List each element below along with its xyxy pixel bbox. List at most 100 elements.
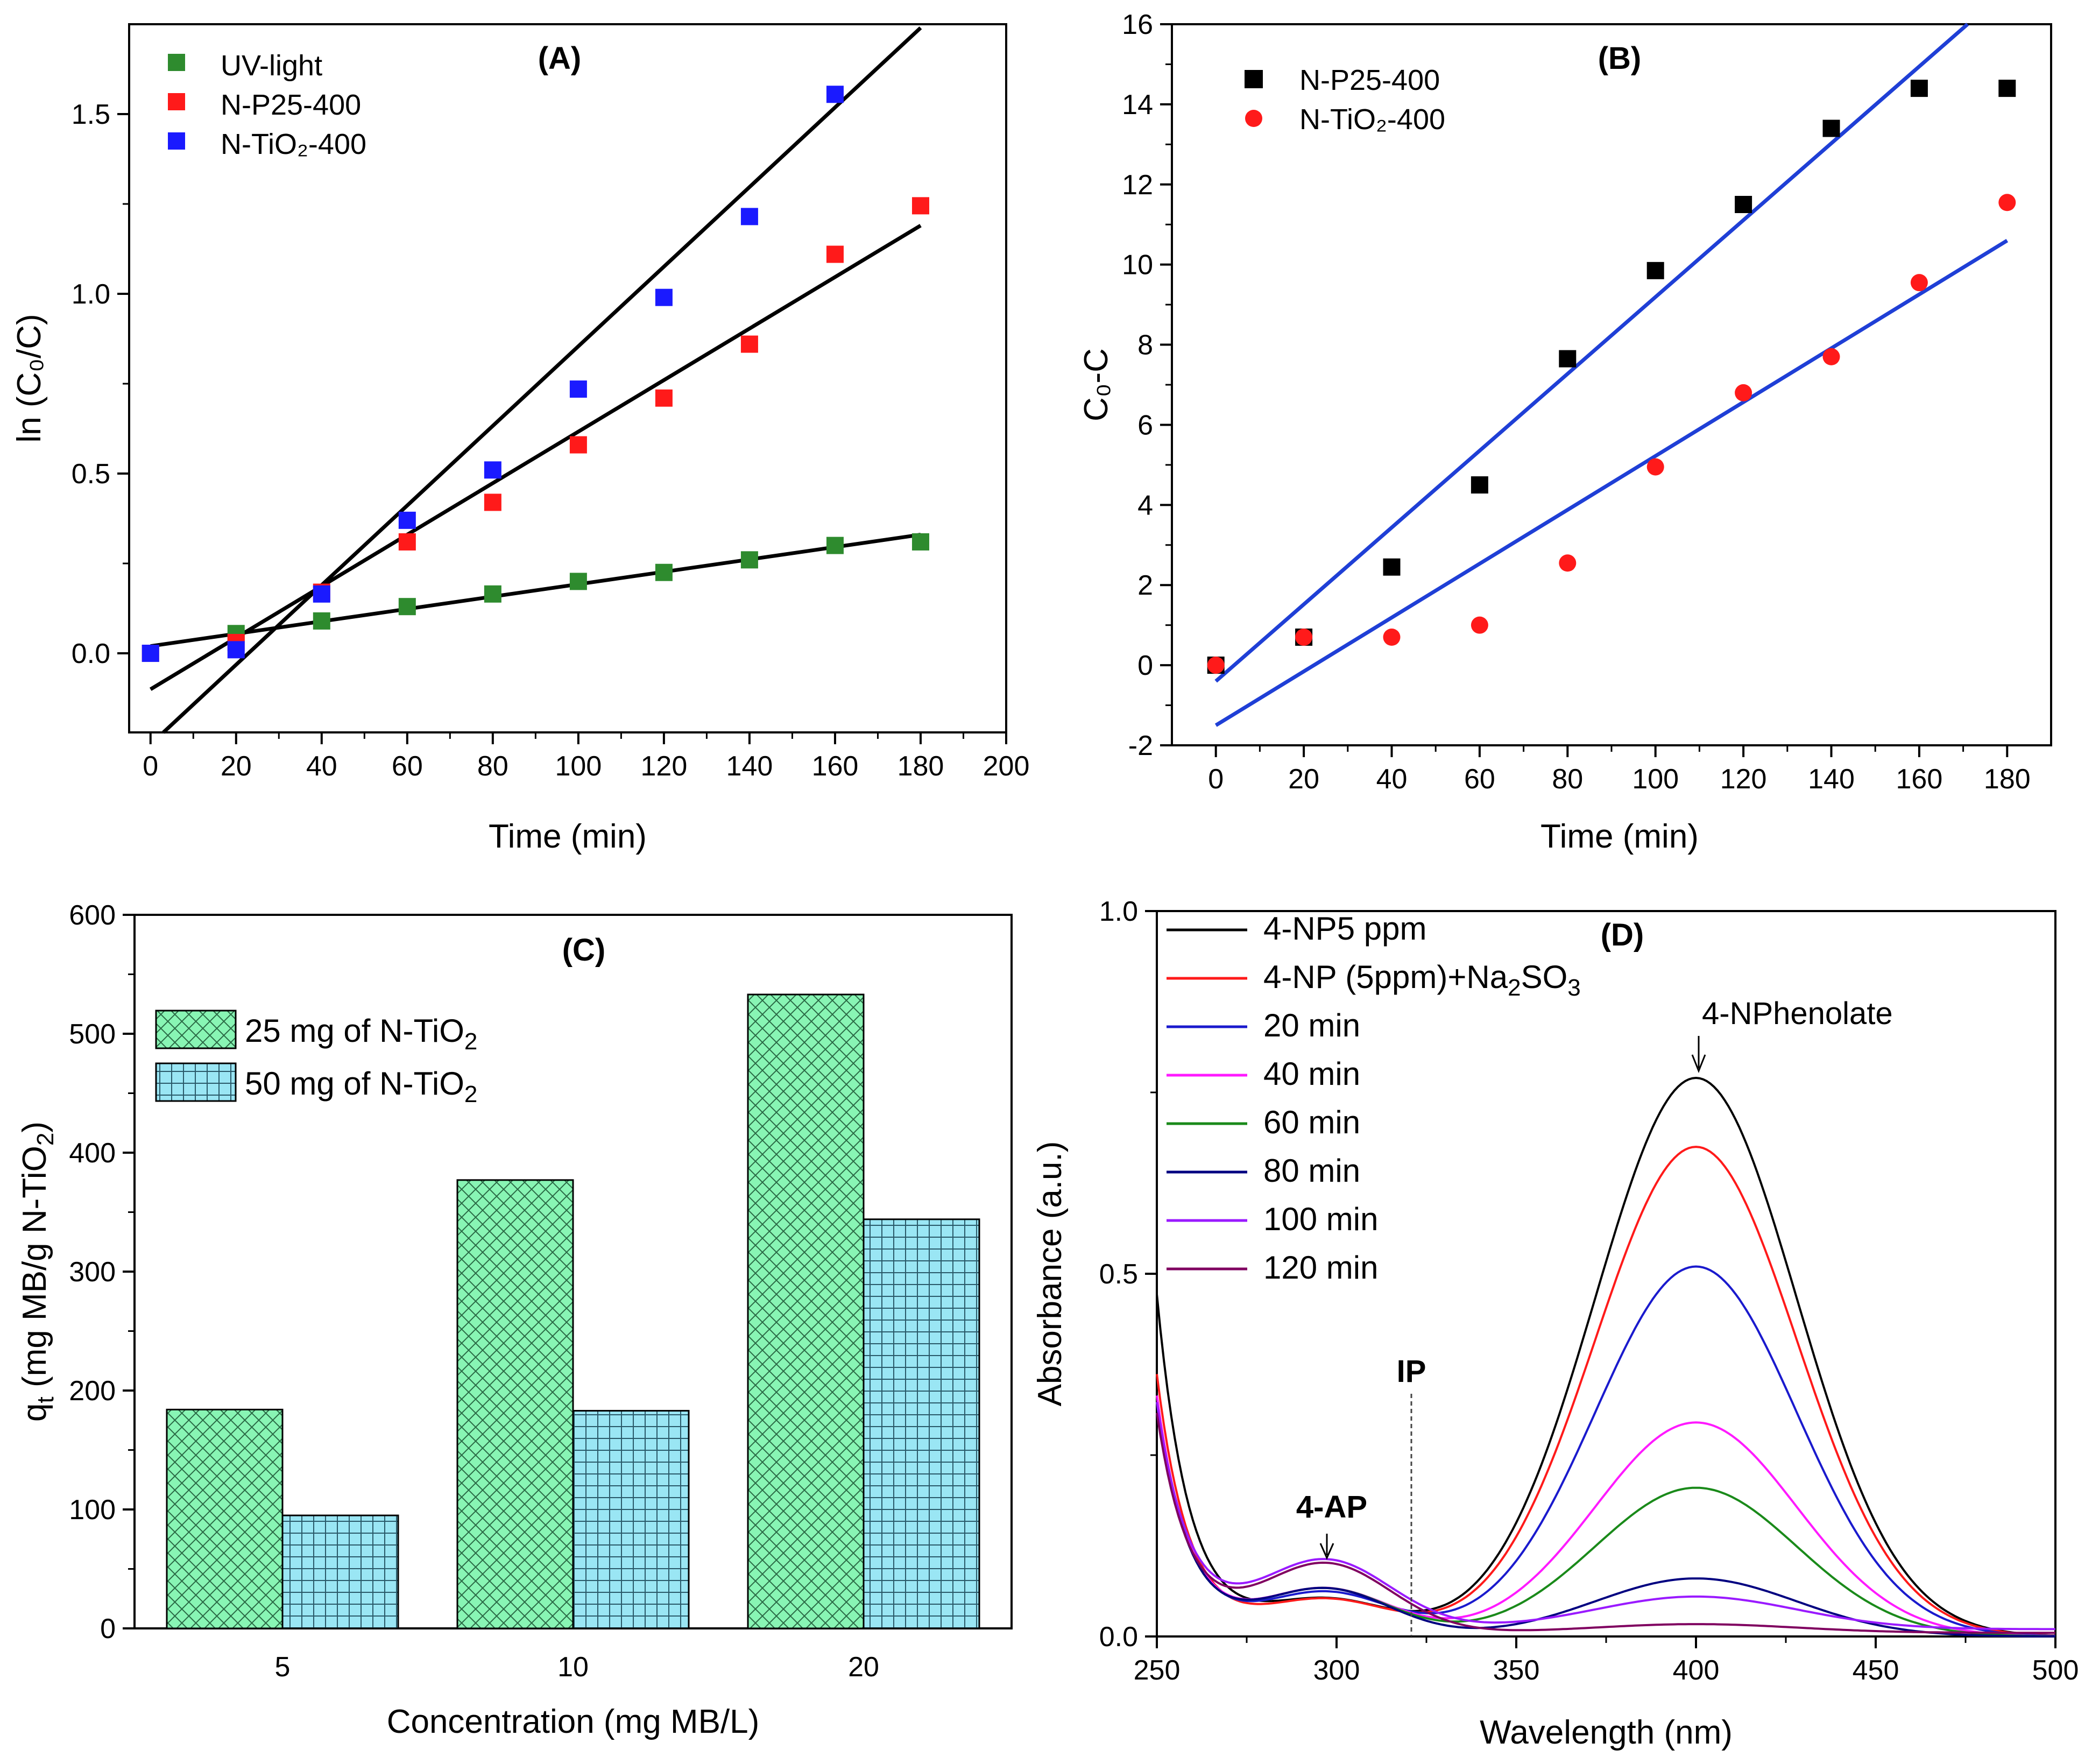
- panel-d-label: (D): [1601, 918, 1644, 952]
- legend-a-uv: UV-light: [221, 50, 322, 82]
- data-point: [826, 537, 844, 554]
- y-tick-label: 1.0: [72, 279, 110, 310]
- panel-b-label: (B): [1598, 41, 1642, 76]
- panel-b-fit-lines: [1214, 23, 2009, 727]
- x-tick-label: 80: [1552, 764, 1583, 795]
- data-point: [227, 641, 245, 659]
- data-point: [569, 380, 587, 398]
- panel-c-xlabel: Concentration (mg MB/L): [387, 1703, 760, 1740]
- y-tick-label: 1.5: [72, 99, 110, 130]
- legend-c-25mg: 25 mg of N-TiO2: [245, 1013, 477, 1055]
- y-tick-label: 0.5: [1099, 1259, 1138, 1290]
- fit-line: [1214, 23, 1969, 683]
- y-tick-label: 1.0: [1099, 896, 1138, 927]
- panel-d-curves: [1156, 1076, 2056, 1638]
- x-tick-label: 0: [143, 751, 158, 782]
- spectrum-line: [1156, 1402, 2055, 1638]
- data-point: [1910, 274, 1928, 292]
- annotation-ip: IP: [1397, 1354, 1426, 1389]
- y-tick-label: 16: [1122, 9, 1153, 40]
- x-tick-label: 5: [275, 1652, 291, 1683]
- bar: [572, 1410, 690, 1629]
- panel-b-xlabel: Time (min): [1540, 818, 1699, 855]
- panel-c-bars: [166, 993, 980, 1629]
- legend-a-marker-uv: [168, 54, 185, 71]
- data-point: [1822, 119, 1840, 137]
- data-point: [740, 208, 758, 225]
- fit-line: [1214, 239, 2009, 727]
- y-tick-label: 500: [69, 1019, 116, 1050]
- y-tick-label: 0.0: [72, 638, 110, 669]
- x-tick-label: 40: [1376, 764, 1408, 795]
- x-tick-label: 180: [1984, 764, 2031, 795]
- data-point: [398, 511, 416, 529]
- x-tick-label: 60: [1464, 764, 1495, 795]
- arrow-4nphenolate: [1691, 1036, 1706, 1074]
- data-point: [1735, 384, 1752, 401]
- x-tick-label: 140: [1808, 764, 1855, 795]
- data-point: [655, 563, 673, 581]
- data-point: [484, 585, 501, 603]
- y-tick-label: 4: [1137, 490, 1153, 521]
- x-tick-label: 180: [897, 751, 944, 782]
- legend-a-np25: N-P25-400: [221, 89, 361, 121]
- spectrum-line: [1156, 1146, 2056, 1637]
- panel-a-ylabel: ln (C₀/C): [11, 314, 48, 442]
- panel-a-label: (A): [538, 41, 582, 76]
- data-point: [484, 461, 501, 479]
- x-tick-label: 20: [848, 1652, 879, 1683]
- x-tick-label: 120: [641, 751, 688, 782]
- panel-a-fit-lines: [149, 26, 922, 734]
- y-tick-label: 8: [1137, 330, 1153, 361]
- data-point: [313, 612, 330, 630]
- data-point: [313, 585, 330, 603]
- x-tick-label: 120: [1720, 764, 1767, 795]
- panel-c-x-axis: 5 10 20: [275, 1652, 879, 1683]
- panel-d: (D) 250 300 350 400 450 500 0.0 0.5 1.0 IP 4-AP…: [1031, 896, 2079, 1751]
- data-point: [1383, 629, 1401, 646]
- data-point: [1735, 196, 1752, 213]
- data-point: [1207, 657, 1225, 674]
- panel-a-y-axis: 0.0 0.5 1.0 1.5: [72, 99, 129, 669]
- x-tick-label: 80: [477, 751, 508, 782]
- panel-b-x-axis: 0 20 40 60 80 100 120 140 160 180: [1208, 745, 2031, 795]
- panel-c-label: (C): [562, 933, 606, 968]
- y-tick-label: 100: [69, 1494, 116, 1526]
- legend-a-marker-ntio2: [168, 132, 185, 150]
- data-point: [398, 598, 416, 616]
- y-tick-label: 400: [69, 1138, 116, 1169]
- legend-b-np25: N-P25-400: [1299, 64, 1440, 96]
- panel-a-x-axis: 0 20 40 60 80 100 120 140 160 180 200: [143, 732, 1029, 782]
- panel-a-xlabel: Time (min): [489, 818, 647, 855]
- x-tick-label: 20: [1288, 764, 1319, 795]
- data-point: [398, 533, 416, 551]
- y-tick-label: 0: [100, 1613, 116, 1645]
- legend-c-swatch-50mg: [155, 1062, 237, 1102]
- data-point: [911, 533, 929, 551]
- y-tick-label: 12: [1122, 170, 1153, 201]
- data-point: [826, 86, 844, 103]
- y-tick-label: 0.5: [72, 458, 110, 490]
- x-tick-label: 350: [1493, 1655, 1540, 1686]
- legend-label: 4-NP (5ppm)+Na2SO3: [1263, 959, 1581, 1001]
- data-point: [826, 245, 844, 263]
- data-point: [142, 645, 159, 662]
- y-tick-label: 300: [69, 1257, 116, 1288]
- panel-d-y-axis: 0.0 0.5 1.0: [1099, 896, 1157, 1653]
- x-tick-label: 100: [555, 751, 602, 782]
- data-point: [1998, 194, 2016, 211]
- panel-a-frame: [128, 23, 1007, 733]
- panel-a-legend: UV-light N-P25-400 N-TiO₂-400: [168, 50, 366, 160]
- x-tick-label: 140: [726, 751, 773, 782]
- y-tick-label: 0: [1137, 650, 1153, 681]
- panel-b-y-axis: -2 0 2 4 6 8 10 12 14 16: [1122, 9, 1172, 761]
- legend-b-marker-ntio2: [1245, 110, 1262, 127]
- panel-b-ylabel: C₀-C: [1078, 348, 1115, 421]
- legend-b-ntio2: N-TiO₂-400: [1299, 103, 1445, 136]
- y-tick-label: 14: [1122, 89, 1153, 121]
- x-tick-label: 450: [1853, 1655, 1899, 1686]
- panel-b: (B) 0 20 40 60 80 100 120 140 160 180 -2 0 2 4 6 8 10 12…: [1078, 9, 2052, 855]
- arrow-4ap: [1319, 1534, 1334, 1560]
- annotation-4nphenolate: 4-NPhenolate: [1702, 996, 1893, 1031]
- data-point: [1910, 80, 1928, 97]
